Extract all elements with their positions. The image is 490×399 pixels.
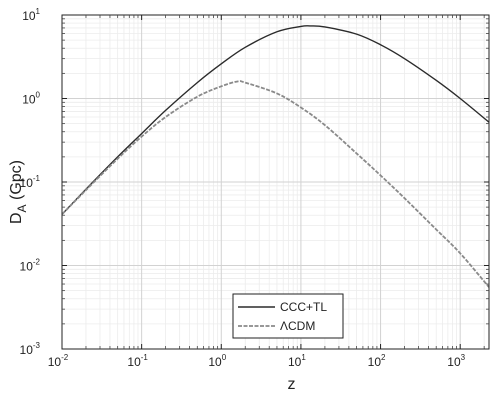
x-tick-base: 10 xyxy=(288,355,302,369)
y-tick-label: 10-1 xyxy=(20,174,41,190)
y-tick-base: 10 xyxy=(22,9,36,23)
x-tick-label: 102 xyxy=(368,353,386,369)
y-axis-label-main: D xyxy=(8,212,25,224)
x-tick-label: 10-1 xyxy=(127,353,148,369)
y-tick-label: 101 xyxy=(22,7,40,23)
x-tick-exponent: 1 xyxy=(301,353,306,362)
y-axis-label: DA (Gpc) xyxy=(8,160,29,224)
y-tick-label: 10-3 xyxy=(20,341,41,357)
x-tick-exponent: -2 xyxy=(61,353,69,362)
x-tick-exponent: 2 xyxy=(381,353,386,362)
y-tick-exponent: -2 xyxy=(33,258,41,267)
x-tick-label: 100 xyxy=(208,353,226,369)
y-tick-exponent: 0 xyxy=(36,91,41,100)
y-tick-exponent: -3 xyxy=(33,341,41,350)
y-tick-base: 10 xyxy=(20,343,34,357)
x-tick-base: 10 xyxy=(447,355,461,369)
series-line-ccc-tl xyxy=(61,25,490,215)
legend: CCC+TL ΛCDM xyxy=(232,293,344,339)
y-tick-exponent: 1 xyxy=(36,7,41,16)
x-tick-label: 10-2 xyxy=(48,353,69,369)
x-axis-label: z xyxy=(288,376,296,393)
y-tick-base: 10 xyxy=(22,93,36,107)
x-tick-label: 101 xyxy=(288,353,306,369)
ticks-layer xyxy=(61,14,489,350)
x-tick-exponent: 0 xyxy=(222,353,227,362)
y-tick-base: 10 xyxy=(20,176,34,190)
x-tick-exponent: -1 xyxy=(141,353,149,362)
x-tick-label: 103 xyxy=(447,353,465,369)
x-tick-base: 10 xyxy=(208,355,222,369)
x-tick-labels: 10-2 10-1 100 101 102 103 xyxy=(48,353,466,369)
y-tick-exponent: -1 xyxy=(33,174,41,183)
y-axis-label-unit: (Gpc) xyxy=(8,160,25,204)
x-tick-base: 10 xyxy=(127,355,141,369)
y-tick-label: 10-2 xyxy=(20,258,41,274)
legend-box xyxy=(232,293,344,339)
legend-label-lcdm: ΛCDM xyxy=(280,319,315,333)
x-tick-base: 10 xyxy=(368,355,382,369)
x-tick-exponent: 3 xyxy=(461,353,466,362)
series-layer xyxy=(61,25,490,288)
x-tick-base: 10 xyxy=(48,355,62,369)
y-axis-label-subscript: A xyxy=(15,204,29,212)
y-tick-base: 10 xyxy=(20,260,34,274)
legend-label-ccc-tl: CCC+TL xyxy=(280,300,327,314)
y-tick-label: 100 xyxy=(22,91,40,107)
